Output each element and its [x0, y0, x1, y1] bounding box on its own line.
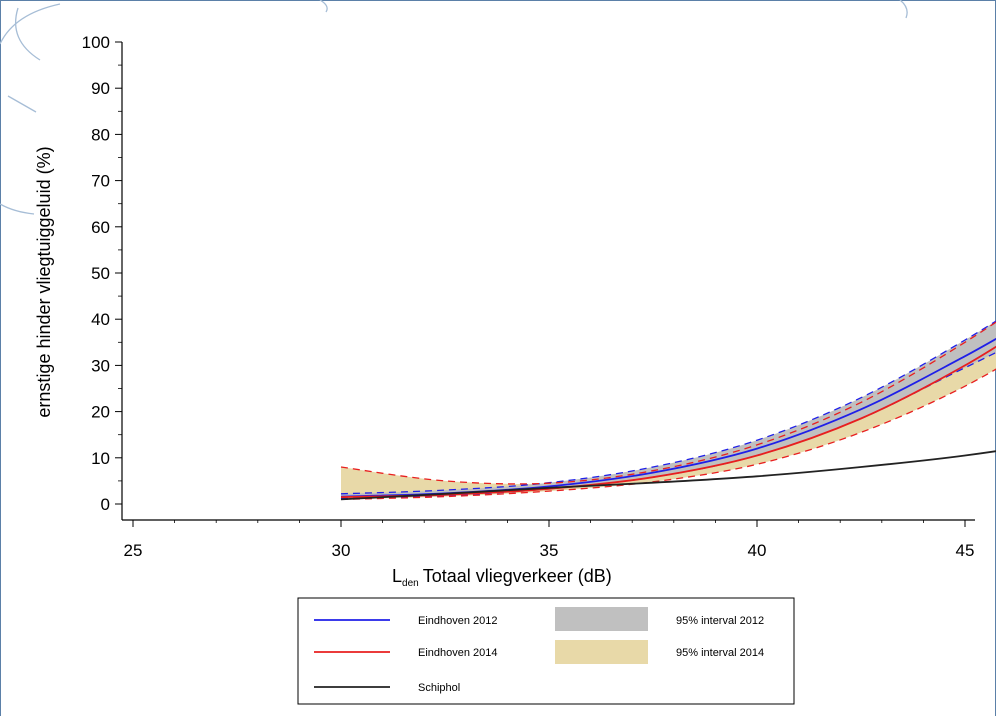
- legend-label-interval-2012: 95% interval 2012: [676, 615, 764, 627]
- y-axis-title: ernstige hinder vliegtuiggeluid (%): [34, 146, 54, 417]
- legend-label-eindhoven-2012: Eindhoven 2012: [418, 615, 498, 627]
- band-95-interval-2014: [341, 322, 996, 500]
- y-tick-label: 30: [91, 356, 110, 375]
- x-axis-title-main: Totaal vliegverkeer (dB): [423, 566, 612, 586]
- band-edge-upper-95-interval-2014: [340, 321, 996, 485]
- x-tick-label: 25: [124, 541, 143, 560]
- legend-swatch-interval-2014: [555, 640, 648, 664]
- y-tick-label: 100: [82, 33, 110, 52]
- y-tick-label: 10: [91, 449, 110, 468]
- x-tick-label: 45: [956, 541, 975, 560]
- x-tick-label: 35: [540, 541, 559, 560]
- legend-swatch-interval-2012: [555, 607, 648, 631]
- y-tick-label: 40: [91, 310, 110, 329]
- y-tick-label: 0: [101, 495, 110, 514]
- x-axis-title: Lden Totaal vliegverkeer (dB): [392, 566, 612, 589]
- axis-ticks: 2530354045505560650102030405060708090100: [82, 33, 975, 560]
- legend: Eindhoven 2012 95% interval 2012 Eindhov…: [297, 597, 795, 705]
- confidence-bands: [340, 320, 996, 501]
- band-edge-lower-95-interval-2014: [340, 368, 996, 501]
- y-tick-label: 90: [91, 79, 110, 98]
- legend-label-interval-2014: 95% interval 2014: [676, 647, 764, 659]
- series-line-schiphol: [340, 450, 996, 501]
- legend-label-eindhoven-2014: Eindhoven 2014: [418, 647, 498, 659]
- y-tick-label: 70: [91, 172, 110, 191]
- x-axis-title-prefix: L: [392, 566, 402, 586]
- x-tick-label: 40: [748, 541, 767, 560]
- y-tick-label: 60: [91, 218, 110, 237]
- background-decoration: [0, 0, 908, 215]
- band-95-interval-2012: [341, 321, 996, 499]
- x-axis-title-subscript: den: [402, 578, 419, 589]
- x-tick-label: 30: [332, 541, 351, 560]
- y-tick-label: 20: [91, 403, 110, 422]
- y-tick-label: 80: [91, 125, 110, 144]
- y-tick-label: 50: [91, 264, 110, 283]
- legend-label-schiphol: Schiphol: [418, 682, 460, 694]
- series-line-eindhoven-2012: [340, 337, 996, 498]
- series-line-eindhoven-2014: [340, 345, 996, 498]
- series-lines: [340, 337, 996, 501]
- band-edge-upper-95-interval-2012: [340, 320, 996, 495]
